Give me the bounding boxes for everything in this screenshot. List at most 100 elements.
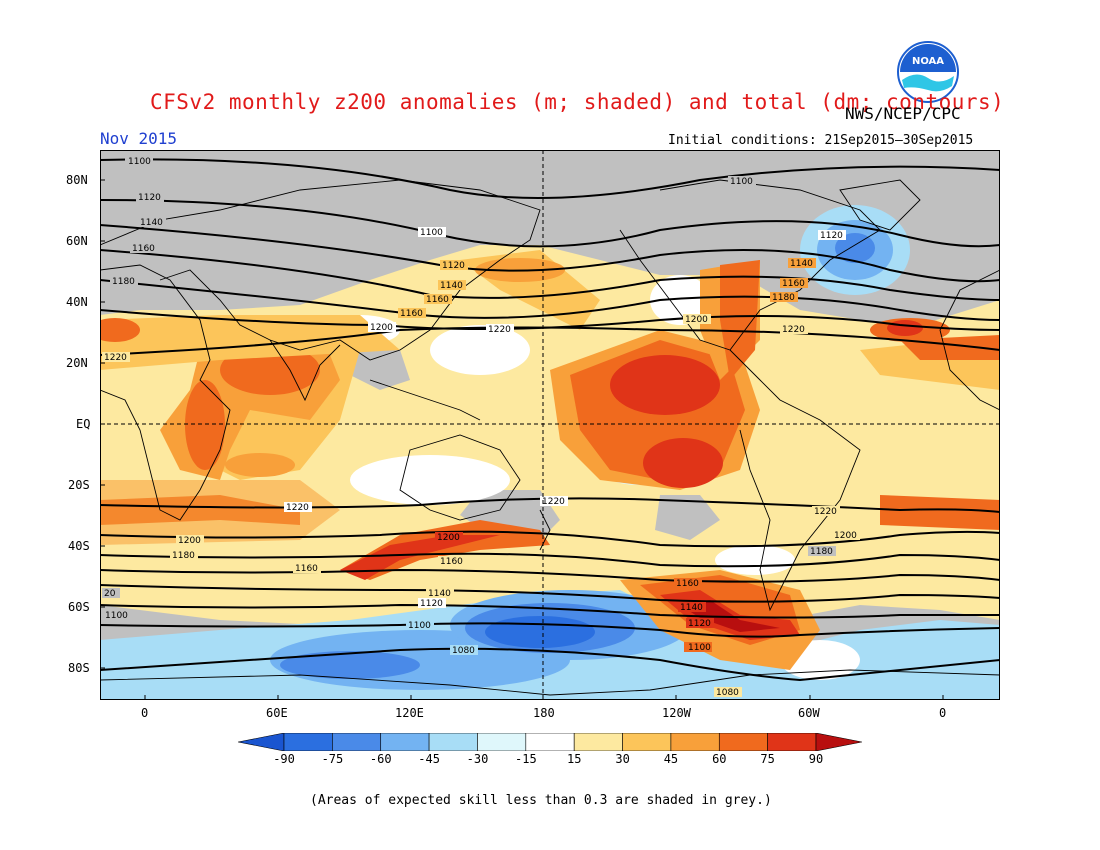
positive-anomalies <box>100 250 1000 670</box>
svg-text:1180: 1180 <box>810 547 833 557</box>
height-contours <box>100 158 1000 682</box>
contour-label: 1200 <box>832 530 860 541</box>
contour-label: 1120 <box>418 598 446 609</box>
colorbar-tick-label: -90 <box>273 752 295 766</box>
svg-text:1160: 1160 <box>132 244 155 254</box>
contour-label: 1160 <box>674 578 702 589</box>
forecast-month: Nov 2015 <box>100 129 178 148</box>
svg-text:1140: 1140 <box>428 589 451 599</box>
svg-text:1100: 1100 <box>420 228 443 238</box>
colorbar-arrow-high <box>815 733 862 751</box>
contour-1200-south <box>100 530 1000 548</box>
lat-label: 40S <box>68 539 90 553</box>
svg-text:1160: 1160 <box>782 279 805 289</box>
colorbar-box <box>525 733 575 751</box>
svg-text:1160: 1160 <box>676 579 699 589</box>
contour-label: 1200 <box>368 322 396 333</box>
map-frame <box>100 150 1000 700</box>
svg-text:1120: 1120 <box>688 619 711 629</box>
colorbar-tick-label: 90 <box>808 752 824 766</box>
contour-label: 1220 <box>102 352 130 363</box>
lat-label: EQ <box>76 417 91 431</box>
axis-ticks <box>100 179 944 700</box>
organization-label: NWS/NCEP/CPC <box>845 104 961 123</box>
colorbar-tick-label: 75 <box>760 752 775 766</box>
contour-label: 1160 <box>293 563 321 574</box>
contour-label: 1140 <box>138 217 166 228</box>
contour-1120-south <box>100 603 1000 619</box>
contour-label: 1200 <box>176 535 204 546</box>
colorbar-box <box>573 733 623 751</box>
svg-text:1180: 1180 <box>112 277 135 287</box>
colorbar-box <box>283 733 333 751</box>
svg-text:1080: 1080 <box>452 646 475 656</box>
contour-label: 1220 <box>780 324 808 335</box>
contour-1160-north <box>100 249 1000 301</box>
svg-text:1160: 1160 <box>426 295 449 305</box>
svg-text:1100: 1100 <box>105 611 128 621</box>
colorbar-tick-label: -30 <box>466 752 489 766</box>
svg-text:1220: 1220 <box>104 353 127 363</box>
initial-conditions: Initial conditions: 21Sep2015–30Sep2015 <box>668 133 974 148</box>
contour-1100-north <box>100 158 1000 199</box>
contour-label: 1140 <box>438 280 466 291</box>
contour-label: 1100 <box>406 620 434 631</box>
lon-label: 0 <box>939 706 947 720</box>
colorbar <box>238 733 862 751</box>
svg-text:1200: 1200 <box>178 536 201 546</box>
contour-label: 1100 <box>684 642 712 653</box>
colorbar-tick-label: -15 <box>515 752 537 766</box>
contour-label: 1160 <box>130 243 158 254</box>
footnote: (Areas of expected skill less than 0.3 a… <box>310 793 772 808</box>
svg-text:1100: 1100 <box>730 177 753 187</box>
lon-label: 120E <box>395 706 424 720</box>
svg-text:1120: 1120 <box>138 193 161 203</box>
colorbar-box <box>622 733 672 751</box>
contour-label: 1080 <box>714 687 742 698</box>
lat-label: 60N <box>66 234 88 248</box>
lat-label: 40N <box>66 295 88 309</box>
contour-label: 1160 <box>438 556 466 567</box>
contour-label: 1120 <box>136 192 164 203</box>
contour-label: 1180 <box>808 546 836 557</box>
contour-1180-north <box>100 279 1000 321</box>
svg-text:1100: 1100 <box>128 157 151 167</box>
colorbar-tick-label: -75 <box>321 752 344 766</box>
colorbar-tick-label: 30 <box>615 752 630 766</box>
logo-lettering: NOAA <box>912 56 944 67</box>
svg-text:1200: 1200 <box>834 531 857 541</box>
contour-label: 1080 <box>450 645 478 656</box>
svg-text:1200: 1200 <box>685 315 708 325</box>
lon-label: 180 <box>533 706 555 720</box>
svg-text:1220: 1220 <box>542 497 565 507</box>
lat-label: 20S <box>68 478 90 492</box>
lat-label: 80S <box>68 661 90 675</box>
contour-label: 1160 <box>424 294 452 305</box>
contour-label: 1200 <box>435 532 463 543</box>
contour-label: 1220 <box>284 502 312 513</box>
svg-text:1180: 1180 <box>172 551 195 561</box>
svg-text:1080: 1080 <box>716 688 739 698</box>
svg-text:1160: 1160 <box>440 557 463 567</box>
svg-text:1200: 1200 <box>370 323 393 333</box>
contour-label: 1120 <box>818 230 846 241</box>
svg-text:1120: 1120 <box>420 599 443 609</box>
noaa-logo: NOAA <box>897 41 959 103</box>
lon-label: 60W <box>798 706 820 720</box>
contour-label: 1140 <box>426 588 454 599</box>
svg-text:1100: 1100 <box>688 643 711 653</box>
contour-label: 1220 <box>486 324 514 335</box>
negative-anomalies <box>100 205 1000 700</box>
contour-1160-south <box>100 568 1000 583</box>
svg-text:1220: 1220 <box>814 507 837 517</box>
colorbar-box <box>670 733 720 751</box>
svg-text:1120: 1120 <box>820 231 843 241</box>
contour-label: 1140 <box>788 258 816 269</box>
svg-text:1200: 1200 <box>437 533 460 543</box>
contour-label: 1120 <box>440 260 468 271</box>
lon-label: 120W <box>662 706 691 720</box>
contour-label: 20 <box>102 588 120 599</box>
contour-label: 1100 <box>418 227 446 238</box>
anomaly-map: 1100 1100 1100 1100 1100 1100 1120 1120 … <box>100 150 1000 700</box>
svg-text:1140: 1140 <box>440 281 463 291</box>
